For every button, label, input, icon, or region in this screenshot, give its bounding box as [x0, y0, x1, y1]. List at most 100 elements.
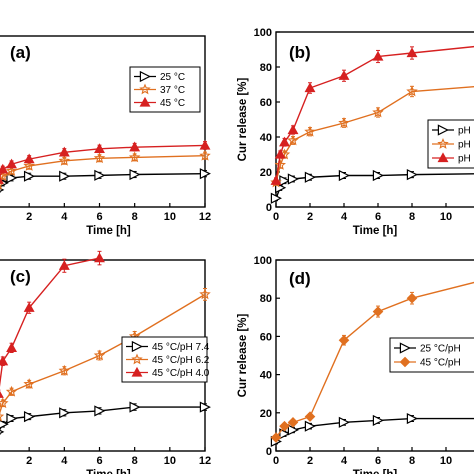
y-tick-label: 60	[260, 331, 272, 343]
data-point	[279, 136, 290, 147]
data-point	[199, 149, 211, 161]
data-point	[6, 158, 18, 169]
data-point	[372, 414, 384, 427]
panel-label: (c)	[10, 267, 31, 286]
data-point	[0, 176, 4, 184]
legend-label: 45 °C/pH 4.0	[152, 368, 210, 379]
data-point	[94, 252, 105, 263]
y-tick-label: 20	[260, 167, 272, 179]
series-line	[0, 144, 206, 178]
data-point	[287, 424, 299, 436]
data-point	[0, 187, 5, 193]
x-tick-label: 2	[26, 211, 32, 223]
data-point	[23, 411, 36, 423]
data-point	[94, 405, 106, 417]
legend: 25 °C 37 °C 45 °C	[129, 66, 201, 113]
series-1	[0, 149, 211, 190]
legend-label: pH	[458, 126, 471, 137]
data-point	[0, 414, 5, 422]
data-point	[287, 134, 299, 146]
x-tick-label: 6	[96, 455, 102, 467]
data-point	[58, 260, 70, 270]
x-tick-label: 10	[440, 211, 452, 223]
data-point	[372, 106, 384, 118]
legend-marker	[139, 83, 151, 95]
data-point	[0, 397, 9, 409]
data-point	[304, 420, 316, 432]
data-point	[287, 173, 299, 185]
x-tick-label: 4	[61, 211, 68, 223]
legend-label: 25 °C/pH	[420, 344, 461, 355]
data-point	[93, 349, 106, 361]
x-tick-label: 10	[164, 211, 176, 223]
legend-marker	[437, 124, 449, 136]
data-point	[372, 50, 384, 61]
data-point	[6, 342, 18, 353]
y-tick-label: 100	[254, 255, 272, 267]
legend: 25 °C/pH 45 °C/pH	[389, 337, 474, 373]
data-point	[338, 169, 350, 182]
legend-marker	[399, 356, 411, 368]
legend-marker	[131, 366, 143, 377]
data-point	[372, 169, 384, 182]
data-point	[279, 428, 291, 440]
legend-box	[389, 337, 474, 373]
legend-label: pH	[458, 154, 471, 165]
x-tick-label: 6	[375, 455, 381, 467]
series-2	[0, 139, 211, 184]
data-point	[304, 171, 316, 183]
x-tick-label: 2	[307, 211, 313, 223]
x-axis-label: Time [h]	[86, 469, 131, 474]
x-tick-label: 0	[273, 211, 279, 223]
data-point	[372, 306, 384, 317]
legend-label: 45 °C/pH 6.2	[152, 355, 210, 366]
data-point	[304, 82, 316, 93]
series-2	[0, 250, 105, 398]
data-point	[270, 192, 282, 204]
x-tick-label: 8	[409, 211, 415, 223]
data-point	[287, 124, 299, 135]
data-point	[93, 152, 106, 164]
legend-label: 45 °C/pH 7.4	[152, 342, 210, 353]
data-point	[58, 146, 70, 157]
x-tick-label: 2	[26, 455, 32, 467]
data-point	[406, 85, 418, 97]
legend-marker	[437, 137, 449, 149]
data-point	[406, 412, 418, 425]
data-point	[128, 151, 141, 163]
data-point	[23, 378, 35, 390]
data-point	[23, 159, 35, 171]
data-point	[199, 401, 211, 413]
x-tick-label: 6	[375, 211, 381, 223]
x-tick-label: 12	[199, 211, 211, 223]
x-tick-label: 4	[341, 211, 348, 223]
data-point	[129, 401, 141, 413]
x-tick-label: 10	[164, 455, 176, 467]
data-point	[23, 302, 35, 312]
series-0	[270, 412, 474, 448]
data-point	[59, 170, 71, 182]
data-point	[406, 169, 418, 181]
data-point	[338, 116, 350, 128]
x-tick-label: 4	[341, 455, 348, 467]
data-point	[23, 153, 35, 164]
legend-marker	[399, 342, 411, 354]
x-tick-label: 2	[307, 455, 313, 467]
data-point	[338, 334, 350, 346]
x-tick-label: 12	[199, 455, 211, 467]
panel-label: (b)	[289, 43, 311, 62]
panel-label: (d)	[289, 269, 311, 288]
data-point	[59, 407, 71, 419]
data-point	[6, 412, 18, 425]
data-point	[0, 390, 4, 398]
data-point	[199, 168, 211, 180]
data-point	[58, 364, 71, 376]
data-point	[94, 169, 106, 181]
legend-marker	[437, 152, 449, 163]
data-point	[0, 170, 9, 182]
data-point	[129, 141, 141, 152]
x-axis-label: Time [h]	[353, 469, 398, 474]
y-tick-label: 0	[266, 202, 272, 214]
